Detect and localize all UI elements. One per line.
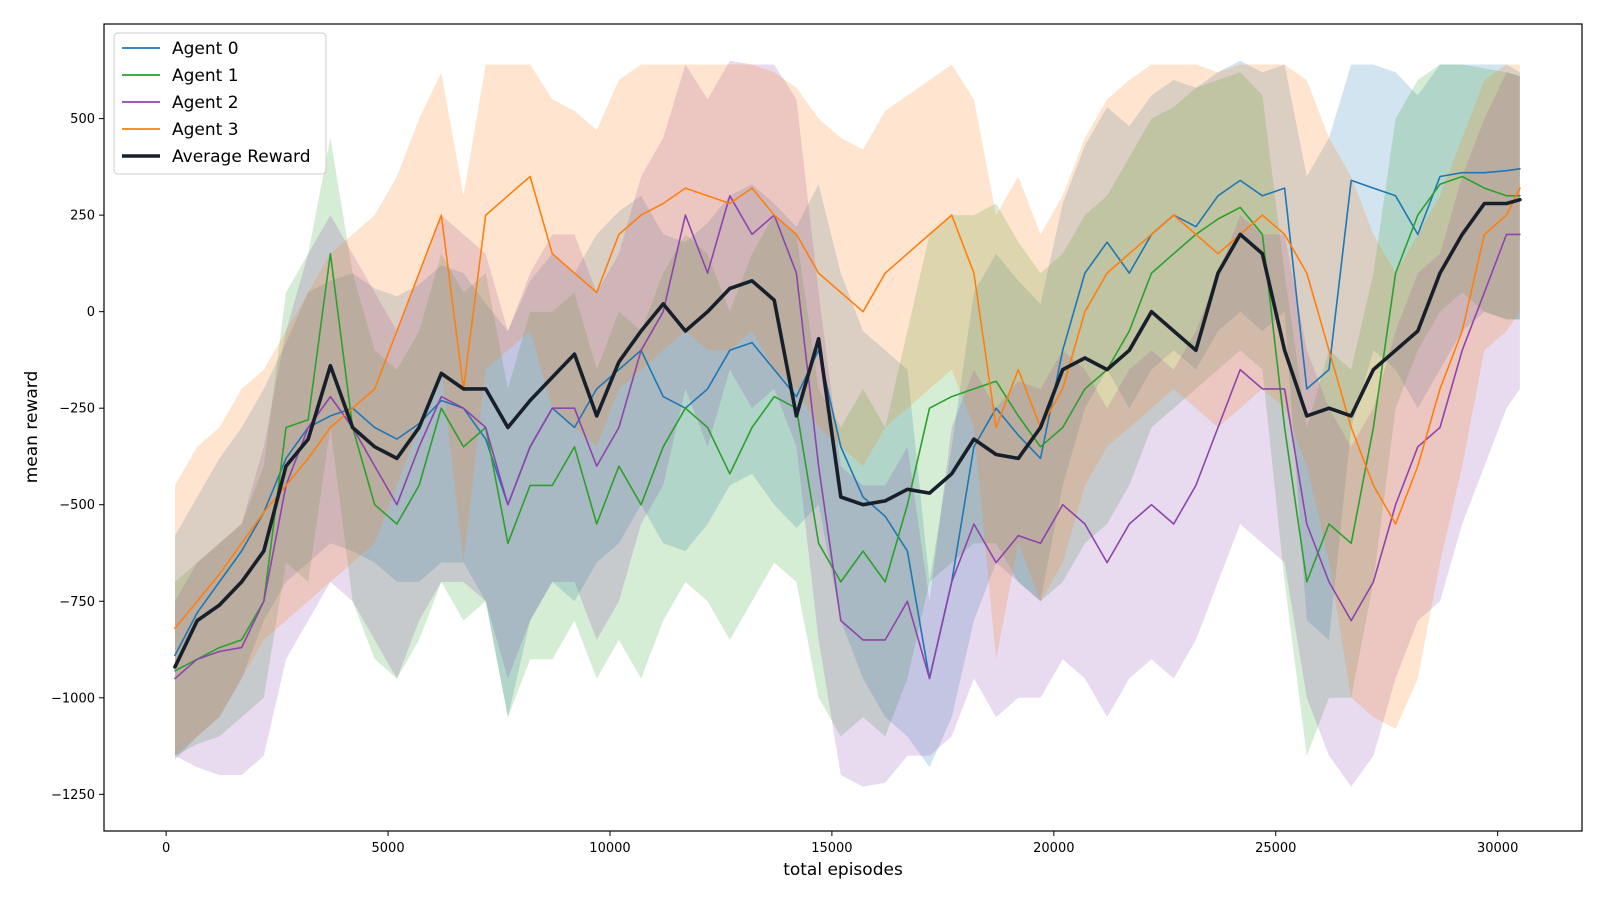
x-axis-ticks: 0 5000 10000 15000 20000 25000 30000 <box>162 831 1518 856</box>
agent-0-line <box>174 168 1521 680</box>
average-reward-legend-label: Average Reward <box>172 147 311 167</box>
y-tick-label: −250 <box>59 402 95 417</box>
legend-box <box>113 32 327 175</box>
agent-0-band <box>175 60 1520 768</box>
agent-2-line <box>174 195 1521 680</box>
agent-1-band <box>175 64 1520 756</box>
y-axis-label: mean reward <box>22 371 42 484</box>
agent-0-legend-label: Agent 0 <box>172 39 239 59</box>
x-tick-label: 0 <box>162 841 170 856</box>
y-axis-ticks: 500 250 0 −250 −500 −750 −1000 −1250 <box>51 112 104 803</box>
confidence-bands <box>175 60 1520 787</box>
x-tick-label: 25000 <box>1255 841 1296 856</box>
x-tick-label: 20000 <box>1033 841 1074 856</box>
average-reward-line <box>173 197 1522 669</box>
y-tick-label: −1250 <box>51 788 95 803</box>
x-tick-label: 15000 <box>811 841 852 856</box>
x-tick-label: 30000 <box>1477 841 1518 856</box>
y-tick-label: −1000 <box>51 691 95 706</box>
agent-3-band <box>175 64 1520 756</box>
y-tick-label: −750 <box>59 595 95 610</box>
agent-2-legend-label: Agent 2 <box>172 93 239 113</box>
y-tick-label: −500 <box>59 498 95 513</box>
x-axis-label: total episodes <box>783 860 903 880</box>
y-tick-label: 500 <box>70 112 95 127</box>
x-tick-label: 5000 <box>372 841 405 856</box>
y-tick-label: 0 <box>87 305 95 320</box>
agent-1-line <box>174 175 1521 672</box>
plot-area-frame <box>103 23 1583 832</box>
x-tick-label: 10000 <box>589 841 630 856</box>
agent-1-legend-label: Agent 1 <box>172 66 239 86</box>
y-tick-label: 250 <box>70 209 95 224</box>
agent-3-line <box>174 175 1521 630</box>
agent-3-legend-label: Agent 3 <box>172 120 239 140</box>
series-lines <box>173 168 1522 680</box>
legend: Agent 0 Agent 1 Agent 2 Agent 3 Average Rewa… <box>113 32 327 175</box>
agent-2-band <box>175 60 1520 787</box>
